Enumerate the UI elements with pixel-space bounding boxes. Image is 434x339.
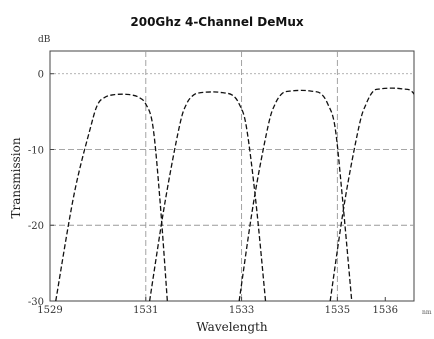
x-tick-label: 1536 [373, 305, 398, 316]
plot-frame [49, 50, 415, 302]
x-tick-label: 1529 [37, 305, 62, 316]
series-line-channel-2 [148, 91, 267, 301]
y-tick-label: -30 [28, 297, 44, 308]
x-tick-label: 1531 [133, 305, 158, 316]
y-tick-label: -10 [28, 145, 44, 156]
y-unit-label: dB [38, 35, 51, 45]
axis-ticks: 1529 1531 1533 1535 1536 0 -10 -20 -30 [28, 70, 398, 316]
y-tick-label: 0 [38, 70, 44, 81]
chart-title: 200Ghz 4-Channel DeMux [130, 15, 303, 29]
series-line-channel-3 [238, 89, 353, 301]
grid-lines [50, 51, 414, 301]
y-axis-label: Transmission [9, 137, 23, 218]
x-axis-label: Wavelength [196, 320, 267, 334]
y-tick-label: -20 [28, 221, 44, 232]
series-line-channel-1 [55, 93, 168, 301]
x-unit-label: nm [422, 309, 432, 316]
x-tick-label: 1533 [229, 305, 254, 316]
series-line-channel-4 [329, 87, 414, 301]
series-lines [55, 87, 414, 301]
x-tick-label: 1535 [325, 305, 350, 316]
